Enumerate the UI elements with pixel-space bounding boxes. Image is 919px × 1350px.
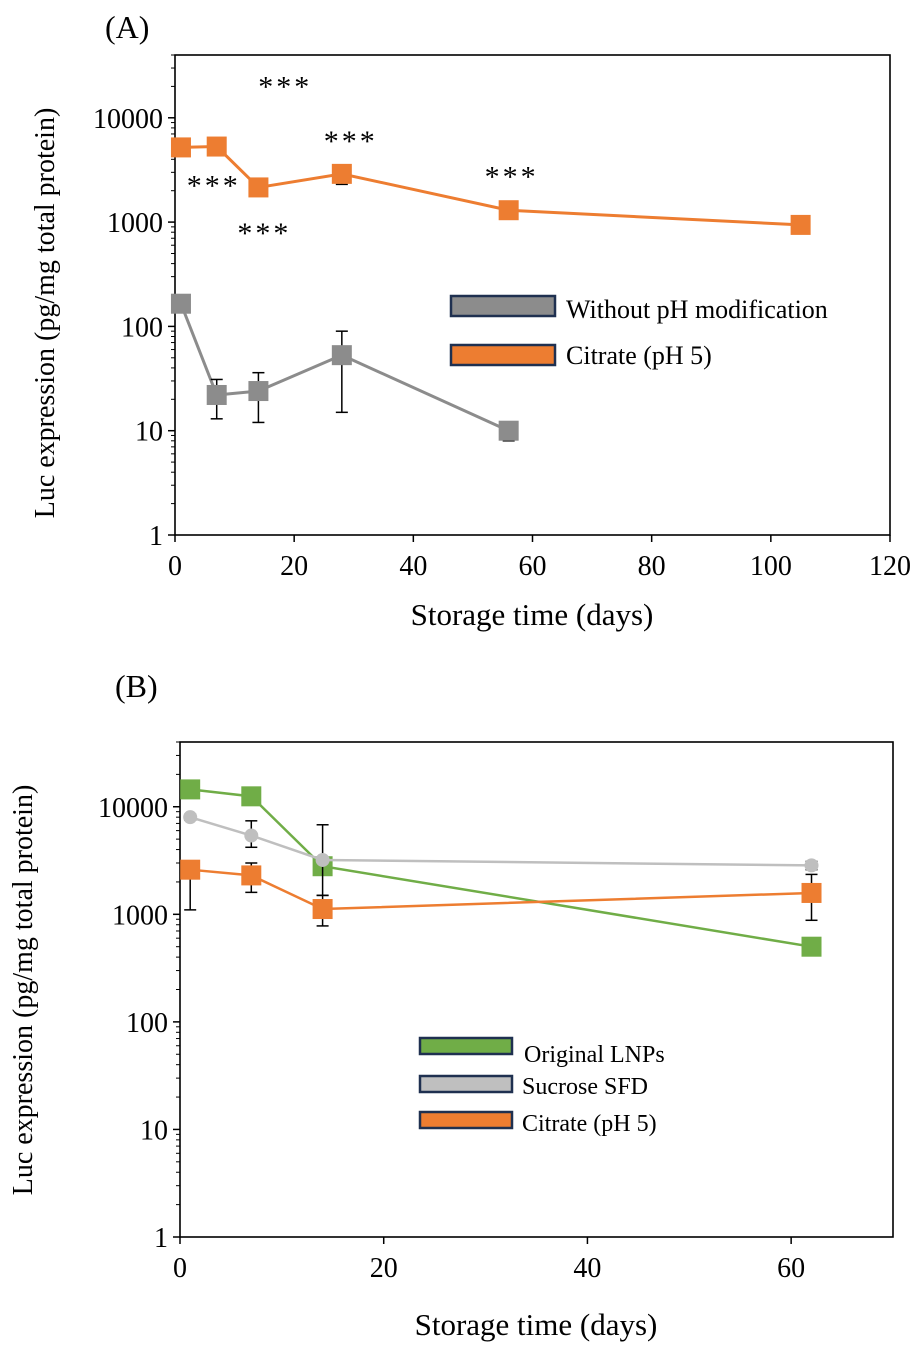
panel-b-legend: Original LNPs Sucrose SFD Citrate (pH 5) — [418, 1036, 665, 1137]
panel-b-x-axis-label: Storage time (days) — [415, 1307, 658, 1342]
panel-a-y-tick-label: 1000 — [107, 208, 163, 239]
panel-a-x-tick-label: 20 — [280, 551, 308, 582]
panel-a-y-axis: 1 10 100 1000 10000 — [93, 54, 175, 552]
panel-b-series-1-point — [804, 858, 819, 873]
panel-a-x-tick-label: 100 — [750, 551, 792, 582]
panel-a-series-0-point — [248, 381, 269, 402]
panel-a-significance-annotation: *** — [237, 217, 291, 250]
panel-b-series — [180, 779, 822, 957]
panel-a-series-0-point — [498, 420, 519, 441]
panel-a-series-1-point — [206, 136, 227, 157]
panel-a-y-axis-label: Luc expression (pg/mg total protein) — [30, 108, 61, 519]
panel-a-series-1-point — [790, 214, 811, 235]
panel-a-label: (A) — [105, 9, 149, 45]
panel-b-series-1-line — [189, 815, 812, 867]
panel-a-y-tick-label: 100 — [121, 312, 163, 343]
panel-b-legend-label-original: Original LNPs — [524, 1042, 665, 1068]
panel-b-series-1-point — [183, 810, 198, 825]
panel-a-series-0-point — [331, 345, 352, 366]
panel-b-y-tick-label: 100 — [126, 1008, 168, 1039]
panel-b-legend-label-sucrose: Sucrose SFD — [522, 1074, 648, 1100]
panel-a-series-1-point — [498, 200, 519, 221]
panel-b-legend-swatch-original — [418, 1036, 514, 1056]
panel-b-x-tick-label: 40 — [573, 1253, 601, 1284]
panel-a-series-1-point — [170, 137, 191, 158]
panel-b-series-2-line — [190, 868, 812, 911]
panel-b-plot-frame — [179, 741, 894, 1238]
panel-a-x-tick-label: 0 — [168, 551, 182, 582]
panel-a-x-axis: 0 20 40 60 80 100 120 — [168, 535, 911, 582]
panel-a-legend: Without pH modification Citrate (pH 5) — [449, 294, 828, 370]
panel-a-y-tick-label: 10000 — [93, 104, 163, 135]
panel-b-y-axis-label: Luc expression (pg/mg total protein) — [8, 785, 39, 1196]
panel-a-series — [170, 136, 811, 442]
panel-b-x-axis: 0 20 40 60 — [173, 1237, 805, 1284]
panel-b-series-0-point — [241, 786, 262, 807]
panel-a-legend-swatch-without-ph — [449, 294, 557, 318]
panel-a-x-axis-label: Storage time (days) — [411, 597, 654, 632]
panel-b-series-2-point — [801, 882, 822, 903]
panel-b-x-tick-label: 20 — [370, 1253, 398, 1284]
panel-b-legend-label-citrate: Citrate (pH 5) — [522, 1111, 657, 1137]
panel-a-significance-annotation: *** — [258, 71, 312, 104]
panel-a-y-tick-label: 1 — [149, 521, 163, 552]
panel-b-x-tick-label: 60 — [777, 1253, 805, 1284]
panel-b-y-tick-label: 1 — [154, 1223, 168, 1254]
panel-b-legend-swatch-sucrose — [418, 1074, 514, 1094]
panel-a-series-0-point — [170, 293, 191, 314]
panel-b-y-tick-label: 1000 — [112, 900, 168, 931]
panel-a-legend-swatch-citrate — [449, 343, 557, 367]
panel-a-x-tick-label: 80 — [638, 551, 666, 582]
panel-a-significance-annotation: *** — [324, 125, 378, 158]
panel-b: (B) 1 10 100 1000 10000 0 20 40 60 Storage time… — [8, 668, 894, 1342]
panel-a-x-tick-label: 120 — [869, 551, 911, 582]
panel-a-y-tick-label: 10 — [135, 417, 163, 448]
panel-a-significance-annotation: *** — [485, 160, 539, 193]
panel-a-significance-annotation: *** — [187, 169, 241, 202]
panel-b-series-1-point — [244, 828, 259, 843]
panel-b-series-0-point — [180, 779, 201, 800]
panel-b-series-2-point — [241, 865, 262, 886]
panel-a-legend-label-citrate: Citrate (pH 5) — [566, 341, 712, 370]
panel-a-x-tick-label: 40 — [399, 551, 427, 582]
panel-b-label: (B) — [115, 668, 158, 704]
panel-a-series-1-point — [331, 163, 352, 184]
panel-b-series-1-point — [315, 852, 330, 867]
panel-a-annotations: *** *** *** *** *** — [187, 71, 539, 251]
panel-a-series-1-point — [248, 177, 269, 198]
panel-a-x-tick-label: 60 — [519, 551, 547, 582]
panel-a-series-0-point — [206, 384, 227, 405]
panel-b-x-tick-label: 0 — [173, 1253, 187, 1284]
panel-b-series-2-point — [312, 899, 333, 920]
panel-b-legend-swatch-citrate — [418, 1110, 514, 1130]
panel-b-y-tick-label: 10000 — [98, 793, 168, 824]
panel-a-legend-label-without-ph: Without pH modification — [566, 295, 828, 324]
panel-b-series-2-point — [180, 859, 201, 880]
panel-b-series-0-point — [801, 936, 822, 957]
panel-b-series-0-line — [190, 788, 812, 948]
panel-b-y-tick-label: 10 — [140, 1115, 168, 1146]
panel-b-y-axis: 1 10 100 1000 10000 — [98, 741, 180, 1254]
